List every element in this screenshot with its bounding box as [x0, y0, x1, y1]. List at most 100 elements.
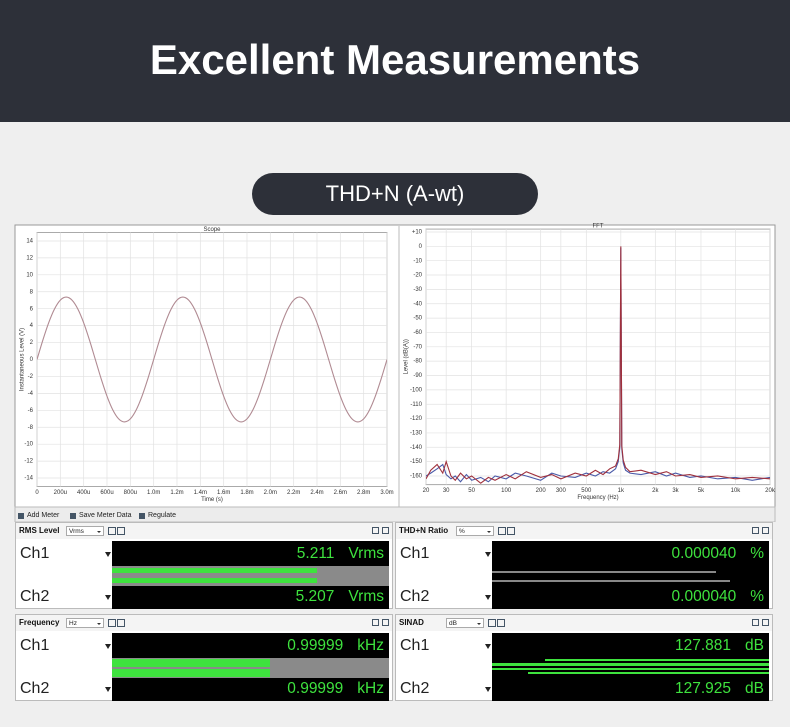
channel-label: Ch1 [400, 545, 430, 562]
channel-dropdown[interactable] [485, 644, 491, 652]
meter-bar [112, 578, 317, 583]
x-tick-label: 3.0m [380, 490, 393, 496]
channel-dropdown[interactable] [485, 552, 491, 560]
toolbar-button[interactable]: Save Meter Data [70, 510, 132, 522]
channel-dropdown[interactable] [105, 644, 111, 652]
readout: 5.207 Vrms [112, 587, 384, 607]
channel-label: Ch1 [400, 637, 430, 654]
meter-bar [528, 672, 769, 674]
unit-select[interactable]: Hz [66, 618, 104, 628]
toolbar-button[interactable]: Add Meter [18, 510, 59, 522]
meter-title: THD+N Ratio [399, 526, 449, 535]
x-tick-label: 1.0m [147, 490, 160, 496]
readout: 127.925 dB [492, 679, 764, 699]
y-tick-label: -90 [413, 373, 422, 379]
unit-select[interactable]: Vrms [66, 526, 104, 536]
y-tick-label: -50 [413, 316, 422, 322]
icon [108, 619, 116, 627]
toolbar-bg [14, 506, 776, 522]
y-tick-label: -14 [24, 476, 33, 482]
toolbar-button[interactable]: Regulate [139, 510, 176, 522]
unit-select[interactable]: % [456, 526, 494, 536]
x-tick-label: 800u [124, 490, 137, 496]
x-tick-label: 200u [54, 490, 67, 496]
meter-bar [112, 568, 317, 573]
series-line [37, 296, 387, 423]
meter-band [492, 566, 769, 586]
reading-unit: Vrms [348, 588, 384, 605]
channel-label: Ch2 [20, 588, 50, 605]
x-tick-label: 2.0m [264, 490, 277, 496]
icon [762, 527, 769, 534]
y-tick-label: -140 [410, 445, 423, 451]
readout: 0.000040% [492, 544, 764, 564]
reading-unit: % [750, 545, 764, 562]
x-tick-label: 1.8m [240, 490, 253, 496]
channel-label: Ch2 [400, 588, 430, 605]
channel-dropdown[interactable] [485, 687, 491, 695]
channel-label: Ch2 [20, 680, 50, 697]
chart-title: FFT [593, 224, 604, 230]
y-tick-label: -4 [28, 391, 34, 397]
y-tick-label: 4 [30, 323, 34, 329]
y-tick-label: -110 [410, 402, 422, 408]
x-tick-label: 10k [731, 488, 742, 494]
series-line [426, 247, 770, 483]
x-tick-label: 20 [423, 488, 430, 494]
reading: 0.99999 [287, 680, 344, 697]
y-tick-label: 10 [26, 272, 33, 278]
y-axis-label: Instantaneous Level (V) [20, 328, 26, 391]
channel-dropdown[interactable] [105, 595, 111, 603]
reading: 0.000040 [671, 545, 737, 562]
y-tick-label: 0 [419, 244, 423, 250]
readout: 0.000040% [492, 587, 764, 607]
icon [382, 527, 389, 534]
y-tick-label: -80 [413, 359, 422, 365]
icon [382, 619, 389, 626]
icon [498, 527, 506, 535]
chart-title: Scope [203, 227, 221, 233]
y-tick-label: -150 [410, 459, 423, 465]
icon [117, 527, 125, 535]
x-tick-label: 1.4m [194, 490, 207, 496]
meter-bar [492, 668, 769, 670]
channel-dropdown[interactable] [105, 552, 111, 560]
x-tick-label: 5k [698, 488, 705, 494]
x-tick-label: 30 [443, 488, 450, 494]
meter-panel: SINAD dB Ch1 127.881 dB Ch2 127.925 dB [395, 614, 773, 701]
y-tick-label: -6 [28, 408, 34, 414]
x-tick-label: 1.6m [217, 490, 230, 496]
icon [507, 527, 515, 535]
meter-header: Frequency Hz [16, 615, 392, 631]
meter-header: THD+N Ratio% [396, 523, 772, 539]
reading: 127.881 [675, 637, 732, 654]
y-tick-label: 8 [30, 289, 34, 295]
x-tick-label: 1k [618, 488, 625, 494]
meter-header: SINAD dB [396, 615, 772, 631]
y-tick-label: 2 [30, 340, 34, 346]
meter-header: RMS Level Vrms [16, 523, 392, 539]
y-tick-label: -160 [410, 474, 423, 480]
x-tick-label: 0 [35, 490, 39, 496]
reading: 5.211 [296, 545, 335, 562]
x-axis-label: Time (s) [201, 497, 223, 503]
y-tick-label: -12 [24, 459, 33, 465]
readout: 0.99999 kHz [112, 679, 384, 699]
y-tick-label: -70 [413, 344, 422, 350]
meter-bar [112, 669, 270, 677]
x-tick-label: 20k [765, 488, 776, 494]
channel-dropdown[interactable] [485, 595, 491, 603]
meter-bar [492, 663, 769, 666]
unit-select[interactable]: dB [446, 618, 484, 628]
icon [108, 527, 116, 535]
y-tick-label: +10 [412, 230, 423, 236]
x-tick-label: 1.2m [170, 490, 183, 496]
y-tick-label: 14 [26, 239, 33, 245]
readout: 0.99999 kHz [112, 636, 384, 656]
reading-unit: Vrms [348, 545, 384, 562]
y-tick-label: -10 [413, 258, 422, 264]
channel-dropdown[interactable] [105, 687, 111, 695]
y-tick-label: -120 [410, 416, 423, 422]
